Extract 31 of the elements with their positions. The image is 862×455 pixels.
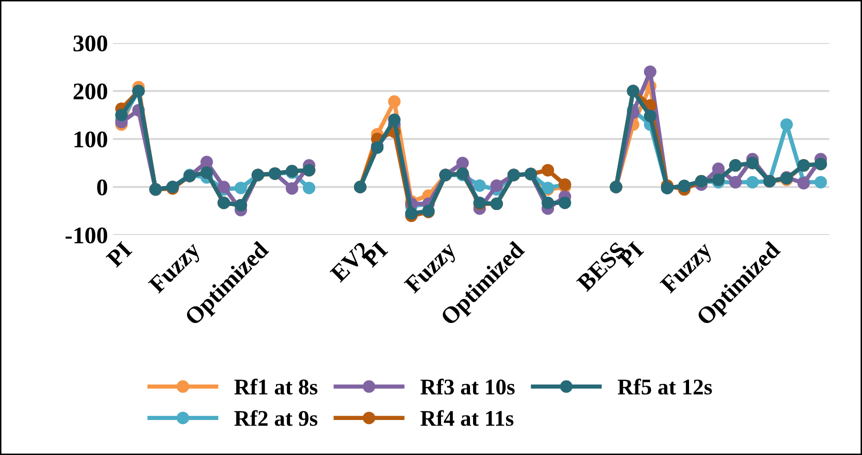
point [814,176,827,188]
point [490,179,503,192]
point [302,182,316,194]
x-tick-label: PI [106,241,132,268]
point [712,162,725,176]
point [388,114,401,126]
point [473,179,486,192]
legend-label: Rf2 at 9s [234,410,318,426]
legend-label: Rf5 at 12s [618,378,712,395]
point [644,110,656,122]
point [542,164,554,176]
point [234,182,248,194]
legend-label: Rf1 at 8s [234,378,318,395]
point [405,207,418,220]
legend-label: Rf4 at 11s [420,410,514,426]
y-tick-label: 100 [74,131,108,148]
point [388,95,401,108]
point [558,196,572,210]
point [746,176,759,188]
y-tick-label: 200 [74,83,108,100]
point [456,156,469,170]
point [644,66,656,78]
point [115,108,128,122]
y-tick-label: -100 [66,228,108,244]
point [200,156,213,168]
y-tick-label: 0 [97,179,108,196]
y-tick-label: 300 [74,35,108,52]
point [542,196,554,210]
point [780,118,793,131]
legend-label: Rf3 at 10s [420,378,515,395]
point [286,182,298,195]
